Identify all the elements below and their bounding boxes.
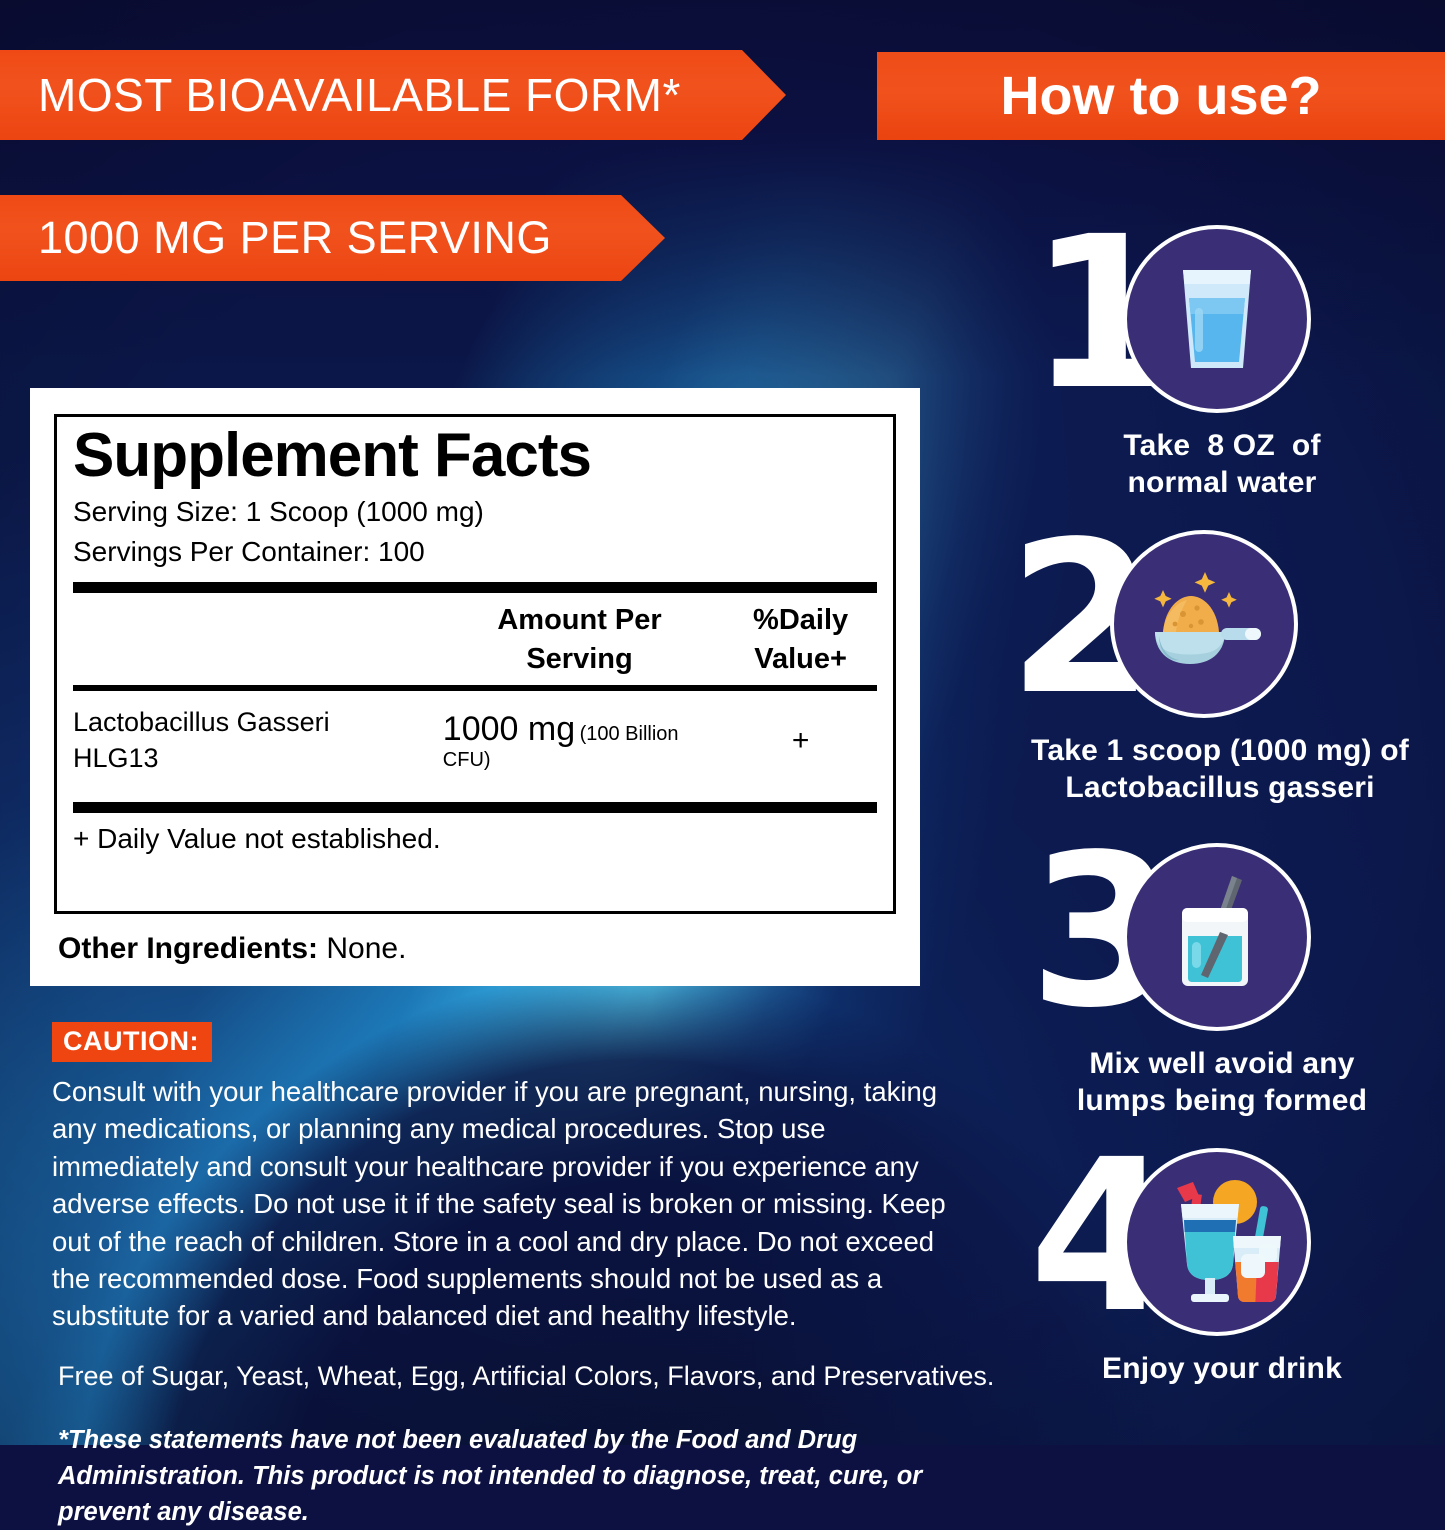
step-1-icon-circle [1123,225,1311,413]
table-header-row: Amount Per Serving %Daily Value+ [73,593,877,685]
how-to-use-step-4: 4 [1007,1132,1437,1388]
banner-bioavailable-label: MOST BIOAVAILABLE FORM* [38,69,681,121]
caution-section: CAUTION: Consult with your healthcare pr… [52,1022,1002,1530]
table-header-daily-value: %Daily Value+ [753,603,849,675]
row-daily-value: + [791,723,810,757]
banner-dose-label: 1000 MG PER SERVING [38,212,552,263]
how-to-use-step-1: 1 Take 8 OZ of normal water [1007,209,1437,501]
serving-size: Serving Size: 1 Scoop (1000 mg) [73,496,484,528]
how-to-use-header: How to use? [877,52,1445,140]
row-amount-sub: (100 Billion CFU) [442,722,679,771]
supplement-facts-title: Supplement Facts [73,421,592,490]
step-2-visual: 2 [990,514,1445,724]
how-to-use-step-2: 2 [990,514,1445,806]
step-1-visual: 1 [1007,209,1437,419]
supplement-facts-box: Supplement Facts Serving Size: 1 Scoop (… [54,414,896,911]
other-ingredients-value: None. [326,932,407,965]
how-to-use-title: How to use? [1000,66,1322,126]
how-to-use-step-3: 3 Mix well avoid any lumps being formed [1007,827,1437,1119]
banner-most-bioavailable-form: MOST BIOAVAILABLE FORM* [0,50,786,140]
caution-text: Consult with your healthcare provider if… [52,1076,946,1332]
step-3-icon-circle [1123,843,1311,1031]
caution-badge: CAUTION: [52,1022,212,1062]
servings-per-container: Servings Per Container: 100 [73,535,425,567]
step-3-visual: 3 [1007,827,1437,1037]
step-4-label: Enjoy your drink [1102,1352,1342,1385]
rule-below-row [73,802,877,814]
banner-dose-per-serving: 1000 MG PER SERVING [0,195,665,281]
water-glass-icon [1183,270,1251,368]
step-2-label: Take 1 scoop (1000 mg) of Lactobacillus g… [1031,734,1409,804]
step-4-icon-circle [1123,1148,1311,1336]
cocktail-drinks-icon [1177,1180,1281,1302]
free-of-text: Free of Sugar, Yeast, Wheat, Egg, Artifi… [58,1360,995,1391]
table-row: Lactobacillus Gasseri HLG13 1000 mg (100 … [73,691,877,792]
step-2-icon-circle [1110,530,1298,718]
row-nutrient-name: Lactobacillus Gasseri HLG13 [73,706,330,773]
step-4-visual: 4 [1007,1132,1437,1342]
table-header-amount-per-serving: Amount Per Serving [497,603,662,675]
rule-above-header [73,581,877,593]
fda-disclaimer: *These statements have not been evaluate… [58,1425,923,1527]
step-1-label: Take 8 OZ of normal water [1123,429,1321,499]
scoop-powder-icon [1154,572,1261,664]
row-amount: 1000 mg (100 Billion CFU) [435,710,724,772]
mixing-glass-spoon-icon [1182,876,1248,986]
supplement-facts-panel: Supplement Facts Serving Size: 1 Scoop (… [30,388,920,986]
other-ingredients-label: Other Ingredients: [58,932,319,965]
row-amount-main: 1000 mg [442,709,576,748]
other-ingredients: Other Ingredients: None. [54,911,896,966]
daily-value-footnote: + Daily Value not established. [73,823,441,855]
rule-below-header [73,684,877,691]
step-3-label: Mix well avoid any lumps being formed [1076,1047,1368,1117]
